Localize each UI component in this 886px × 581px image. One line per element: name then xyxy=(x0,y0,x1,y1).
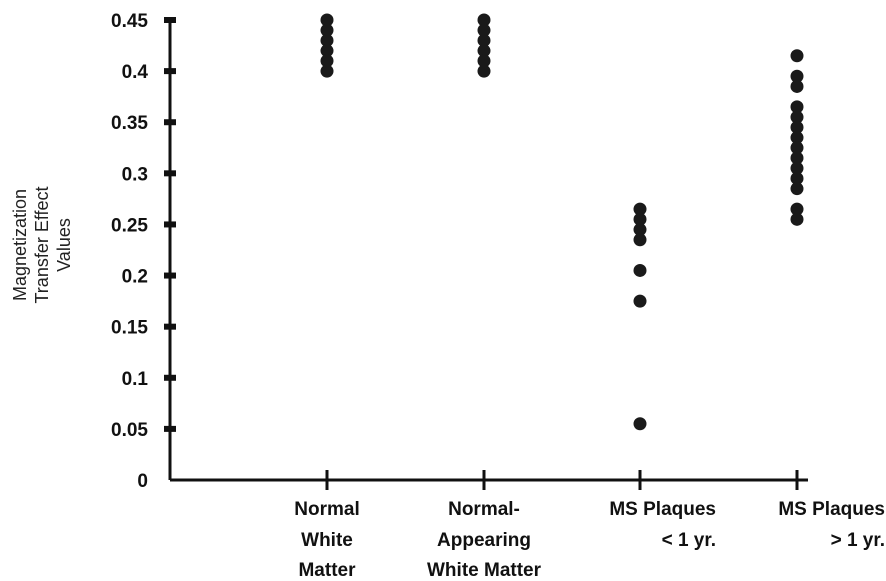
data-point xyxy=(477,64,491,78)
data-point xyxy=(790,110,804,124)
x-category-label: MS Plaques xyxy=(778,499,885,520)
x-category-label: Normal- xyxy=(448,499,520,520)
data-point xyxy=(477,23,491,37)
y-tick-mark xyxy=(164,170,176,177)
x-category-label: < 1 yr. xyxy=(662,530,716,551)
data-point xyxy=(633,294,647,308)
data-points xyxy=(320,13,804,431)
data-point xyxy=(477,13,491,27)
data-point xyxy=(633,417,647,431)
data-point xyxy=(790,100,804,114)
axes xyxy=(168,20,808,482)
y-tick-label: 0.2 xyxy=(122,267,148,288)
y-axis-ticks: 0 0.05 0.1 0.15 0.2 0.25 0.3 0.35 0.4 0.45 xyxy=(111,11,176,492)
data-point xyxy=(790,79,804,93)
y-tick-label: 0.35 xyxy=(111,113,148,134)
data-point xyxy=(790,182,804,196)
y-tick-label: 0.1 xyxy=(122,369,149,390)
data-point xyxy=(320,64,334,78)
y-tick-label: 0.3 xyxy=(122,164,148,185)
y-tick-mark xyxy=(164,425,176,432)
y-tick-label: 0.25 xyxy=(111,215,148,236)
y-tick-mark xyxy=(164,323,176,330)
data-point xyxy=(320,44,334,58)
y-axis-title-line: Magnetization xyxy=(10,189,30,301)
data-point xyxy=(633,233,647,247)
y-axis-title-text: Magnetization Transfer Effect Values xyxy=(10,186,74,303)
y-axis-title: Magnetization Transfer Effect Values xyxy=(10,186,74,303)
data-point xyxy=(790,141,804,155)
x-category-label: Matter xyxy=(298,560,356,581)
y-tick-label: 0.45 xyxy=(111,11,148,32)
data-point xyxy=(790,161,804,175)
y-tick-mark xyxy=(164,68,176,75)
x-category-label: > 1 yr. xyxy=(831,530,885,551)
y-tick-label: 0.4 xyxy=(122,62,149,83)
y-axis-title-line: Values xyxy=(54,218,74,272)
y-tick-mark xyxy=(164,221,176,228)
data-point xyxy=(790,120,804,134)
x-category-label: White xyxy=(301,530,353,551)
y-tick-label: 0 xyxy=(137,471,148,492)
x-category-label: White Matter xyxy=(427,560,542,581)
x-axis-ticks xyxy=(325,470,799,490)
data-point xyxy=(790,69,804,83)
data-point xyxy=(320,54,334,68)
data-point xyxy=(320,33,334,47)
data-point xyxy=(320,13,334,27)
x-axis-category-labels: Normal White Matter Normal- Appearing White M… xyxy=(294,499,885,581)
data-point xyxy=(633,202,647,216)
y-axis-title-line: Transfer Effect xyxy=(32,186,52,303)
x-category-label: Appearing xyxy=(437,530,531,551)
data-point xyxy=(320,23,334,37)
data-point xyxy=(790,171,804,185)
y-tick-mark xyxy=(164,272,176,279)
y-tick-mark xyxy=(164,119,176,126)
data-point xyxy=(633,223,647,237)
data-point xyxy=(790,212,804,226)
y-tick-mark xyxy=(164,374,176,381)
data-point xyxy=(477,33,491,47)
data-point xyxy=(633,263,647,277)
data-point xyxy=(477,54,491,68)
x-category-label: Normal xyxy=(294,499,359,520)
data-point xyxy=(790,151,804,165)
y-tick-label: 0.15 xyxy=(111,318,148,339)
data-point xyxy=(790,202,804,216)
x-category-label: MS Plaques xyxy=(609,499,716,520)
data-point xyxy=(633,212,647,226)
data-point xyxy=(790,49,804,63)
data-point xyxy=(790,131,804,145)
data-point xyxy=(477,44,491,58)
y-tick-label: 0.05 xyxy=(111,420,148,441)
y-tick-mark xyxy=(164,17,176,23)
